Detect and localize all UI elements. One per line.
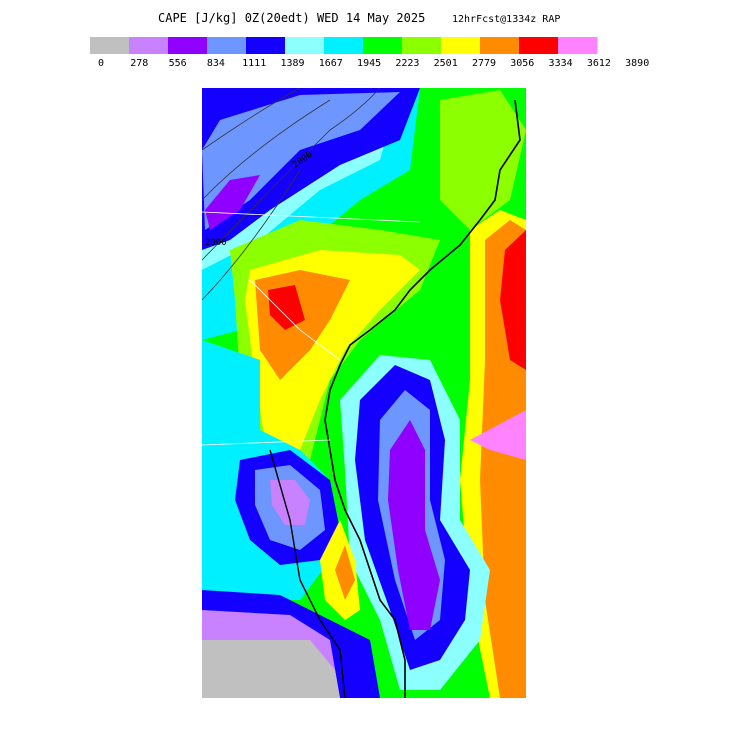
colorbar-swatch [324,37,364,54]
cape-region [500,230,526,370]
title: CAPE [J/kg] 0Z(20edt) WED 14 May 2025 [158,11,425,25]
colorbar-swatch [402,37,442,54]
cape-region [270,480,310,525]
cape-region [205,175,260,230]
cape-region [470,410,526,460]
colorbar-swatch [519,37,559,54]
coastline [269,449,346,698]
colorbar-label: 3890 [625,58,649,69]
colorbar-swatch [285,37,325,54]
colorbar-swatch [363,37,403,54]
colorbar-label: 556 [169,58,187,69]
colorbar-label: 2223 [395,58,419,69]
colorbar-label: 2501 [434,58,458,69]
colorbar-label: 0 [98,58,104,69]
cape-region [202,640,340,698]
colorbar-label: 3612 [587,58,611,69]
colorbar-swatch [207,37,247,54]
cape-region [268,285,305,330]
contour-label: 2000 [205,238,227,248]
colorbar-swatch [129,37,169,54]
cape-region [388,420,440,630]
colorbar-label: 834 [207,58,225,69]
cape-region [335,545,355,600]
border [202,211,421,446]
colorbar-label: 1945 [357,58,381,69]
colorbar-label: 3056 [510,58,534,69]
colorbar-label: 3334 [549,58,573,69]
coastline [479,99,521,221]
colorbar-label: 1111 [242,58,266,69]
cape-region [440,90,526,230]
colorbar-swatch [480,37,520,54]
colorbar-swatch [441,37,481,54]
map-lines [202,88,521,698]
contour [202,88,381,301]
colorbar-label: 278 [130,58,148,69]
cape-region [202,92,400,230]
colorbar-swatch [90,37,130,54]
colorbar-swatch [246,37,286,54]
colorbar-swatch [558,37,598,54]
colorbar-label: 1667 [319,58,343,69]
colorbar-swatch [168,37,208,54]
colorbar: 0 278 556 834 1111 1389 1667 1945 2223 2501 2779 30… [90,37,649,69]
colorbar-label: 2779 [472,58,496,69]
subtitle: 12hrFcst@1334z RAP [452,14,560,25]
map-field [202,88,526,698]
colorbar-label: 1389 [280,58,304,69]
coastline [324,219,481,698]
